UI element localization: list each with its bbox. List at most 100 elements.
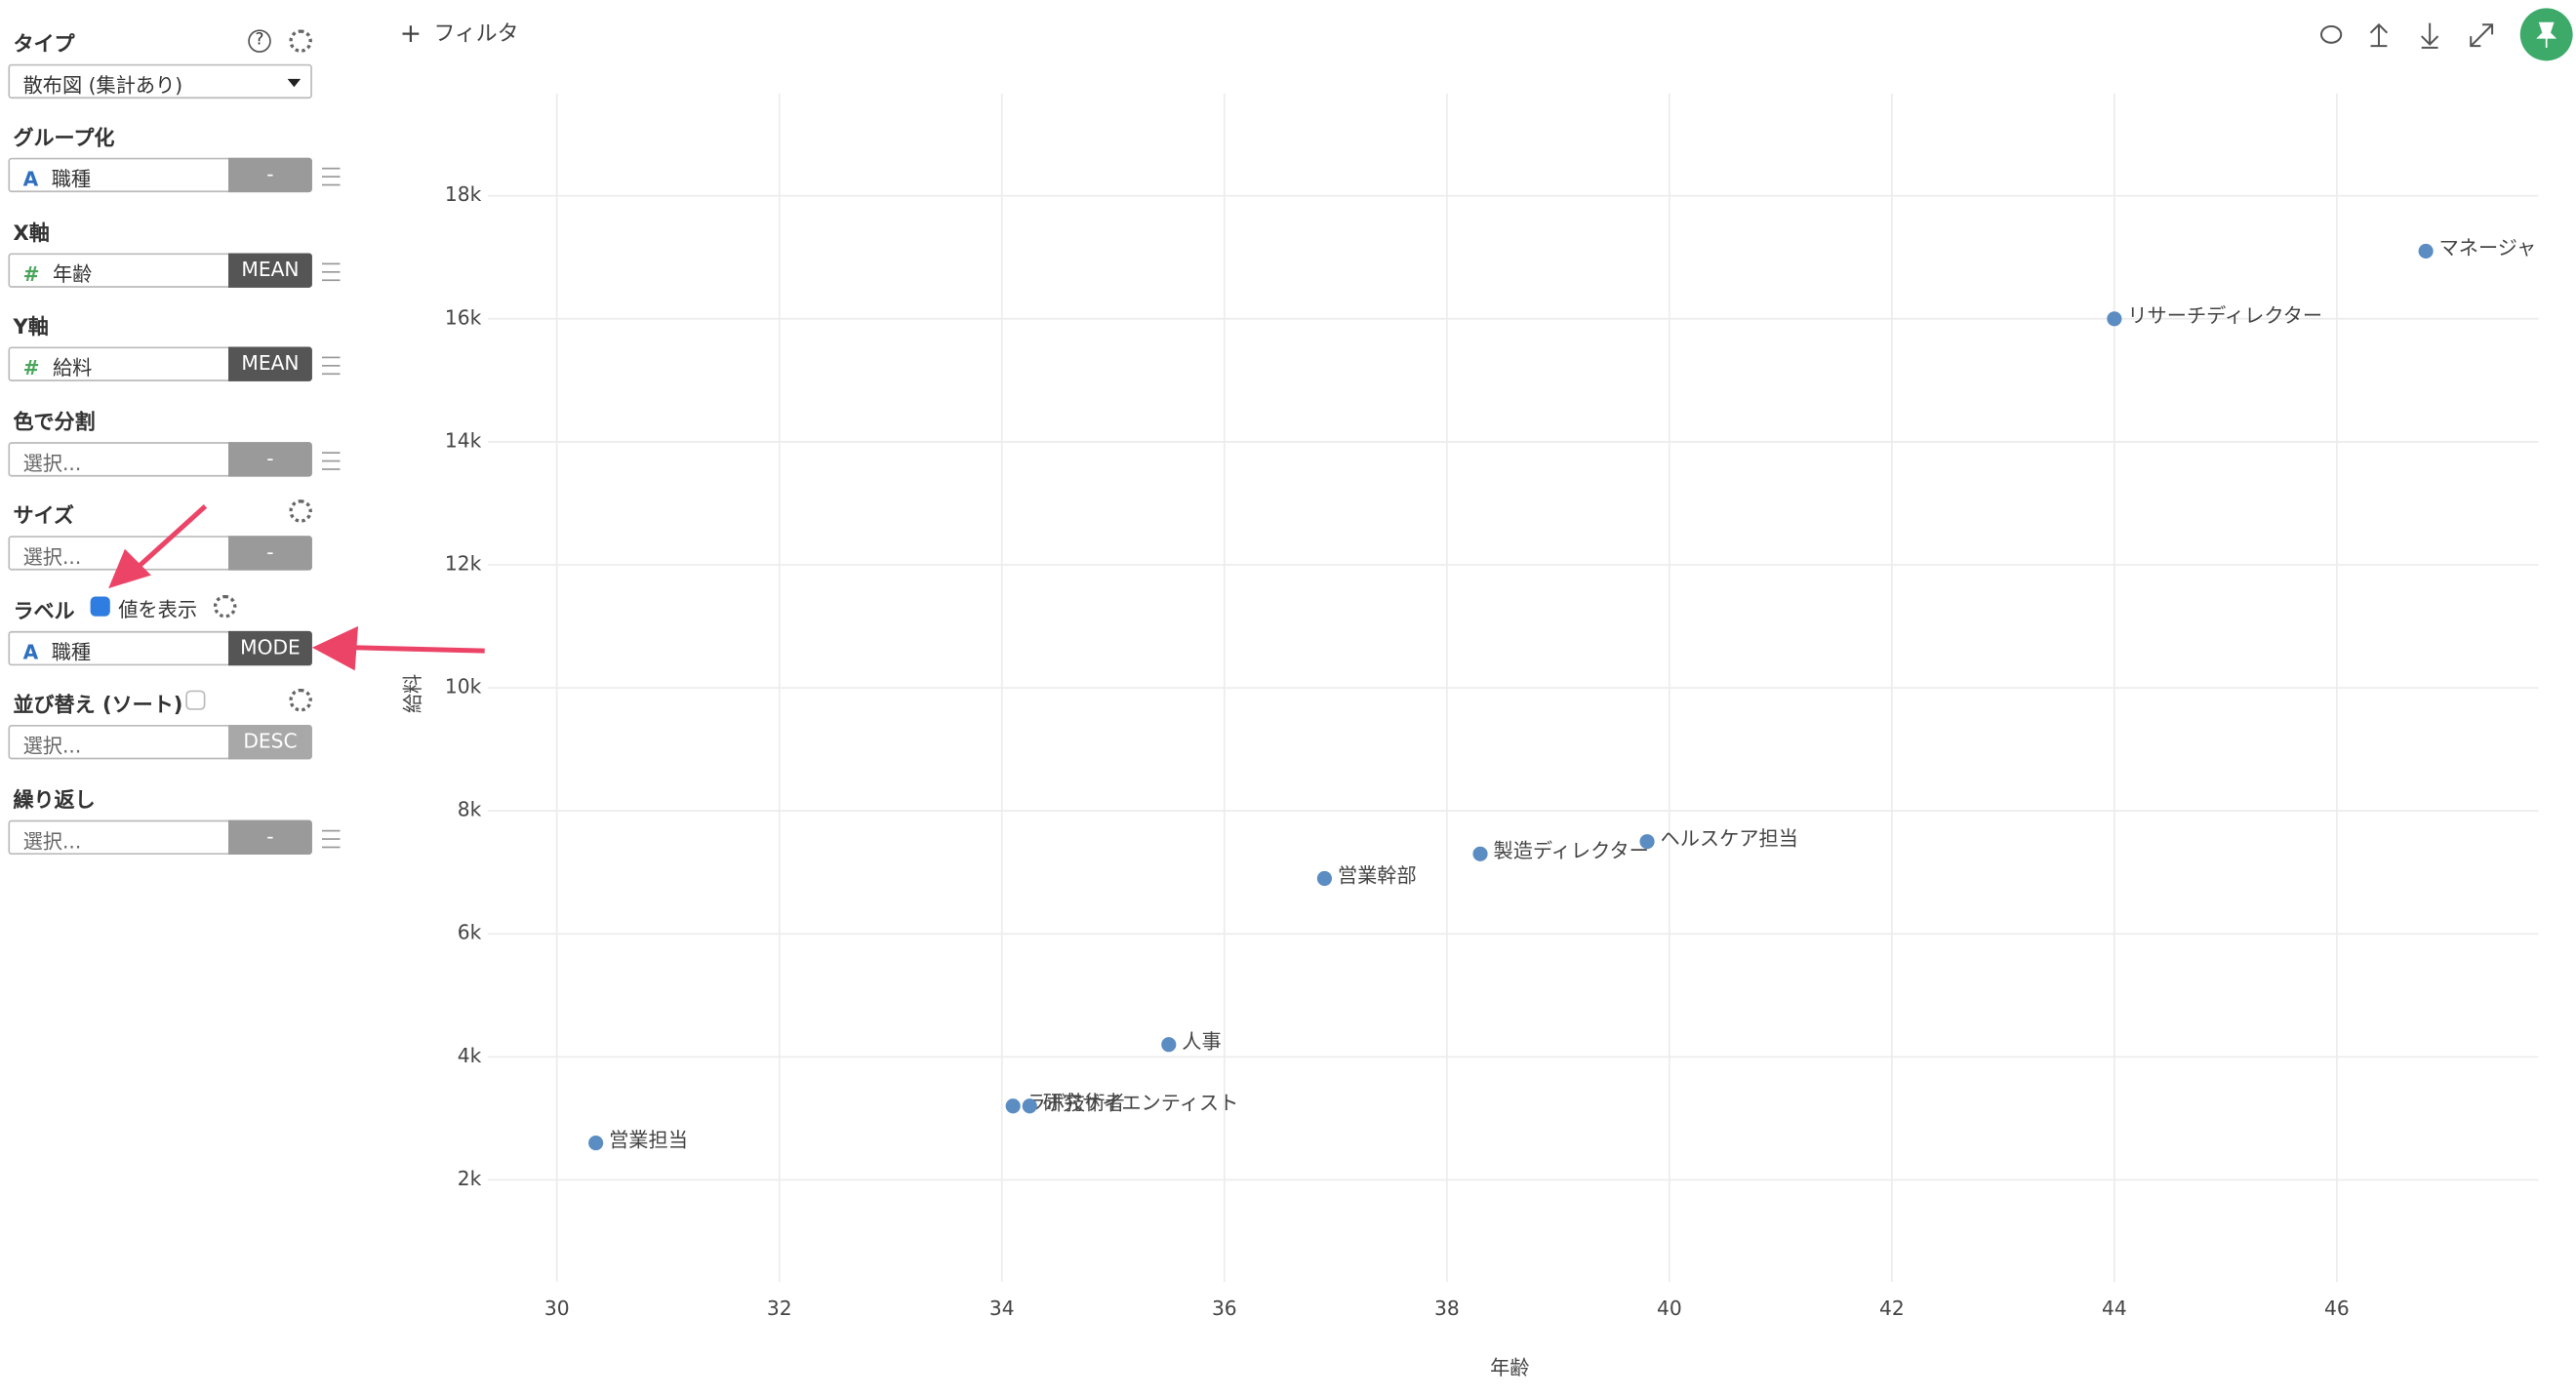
x-tick-label: 40 [1657,1297,1682,1320]
y-tick-label: 6k [458,921,482,944]
aggregation[interactable]: - [228,157,312,193]
menu-icon[interactable] [321,167,341,186]
field-select[interactable]: # 給料 MEAN [8,346,312,381]
menu-icon[interactable] [321,451,341,469]
field-select[interactable]: 選択... - [8,818,312,855]
point [1639,834,1655,850]
aggregation[interactable]: MEAN [228,252,312,287]
type-select[interactable]: 散布図 (集計あり) [8,63,312,100]
aggregation[interactable]: MEAN [228,346,312,381]
field-type-icon: # [22,356,40,380]
checkbox[interactable] [185,690,206,710]
section-label: Y軸 [13,313,49,339]
point [1022,1098,1037,1114]
point-label: リサーチディレクター [2127,304,2322,328]
menu-icon[interactable] [321,356,341,376]
dropdown-arrow [287,78,302,94]
point-label: 営業幹部 [1338,863,1417,887]
field-value: 選択... [23,448,82,476]
point-label: 製造ディレクター [1493,839,1648,862]
aggregation[interactable]: MODE [228,630,312,665]
y-tick-label: 4k [458,1044,482,1067]
expand-icon[interactable] [2470,23,2494,48]
point-label: 営業担当 [609,1128,688,1151]
upload-icon[interactable] [2369,22,2389,48]
point [1316,870,1332,887]
field-type-icon: A [22,640,39,663]
section-label: 並び替え (ソート) [13,692,183,717]
aggregation[interactable]: DESC [228,724,312,760]
settings-icon[interactable] [289,499,312,523]
add-icon[interactable]: + [400,19,423,49]
field-name: 年齢 [52,261,93,286]
point [2418,243,2434,259]
aggregation[interactable]: - [228,441,312,476]
checkbox[interactable] [90,595,110,616]
settings-icon[interactable] [289,688,312,712]
x-axis-title: 年齢 [1490,1356,1529,1379]
point [588,1136,604,1151]
type-label: タイプ [13,31,75,57]
field-select[interactable]: A 職種 - [8,157,312,193]
point-label: ヘルスケア担当 [1661,826,1798,850]
field-name: 選択... [22,735,82,758]
x-tick-label: 30 [544,1297,570,1320]
field-select[interactable]: # 年齢 MEAN [8,252,312,287]
field-select[interactable]: A 職種 MODE [8,630,312,665]
field-select[interactable]: 選択... - [8,441,312,476]
y-tick-label: 10k [445,675,482,698]
settings-icon[interactable] [289,29,312,53]
field-select[interactable]: 選択... DESC [8,724,312,760]
point-label: 人事 [1182,1030,1221,1054]
field-value: A 職種 [23,637,92,665]
section-label: グループ化 [13,125,115,150]
menu-icon[interactable] [321,261,341,281]
download-icon[interactable] [2421,22,2439,49]
field-value: # 年齢 [23,259,93,287]
y-tick-label: 2k [458,1167,482,1190]
section-label: ラベル [13,597,75,622]
x-tick-label: 38 [1434,1297,1460,1320]
x-tick-label: 42 [1879,1297,1905,1320]
field-name: 職種 [51,167,92,191]
aggregation[interactable]: - [228,536,312,571]
x-tick-label: 46 [2324,1297,2350,1320]
pin-icon [2536,21,2557,48]
point-label: 研究サイエンティスト [1043,1092,1239,1115]
top-icons [2320,22,2494,49]
filter-button[interactable]: フィルタ [433,21,518,46]
type-value: 散布図 (集計あり) [22,73,183,98]
help-icon[interactable]: ? [248,29,271,53]
settings-icon[interactable] [213,594,237,618]
y-tick-label: 8k [458,798,482,821]
checkbox-label: 値を表示 [118,597,198,620]
section-label: X軸 [13,219,50,245]
field-value: A 職種 [23,164,92,192]
x-tick-label: 36 [1212,1297,1237,1320]
field-name: 職種 [51,640,92,663]
point-label: ラボ技術者 [1026,1092,1125,1115]
field-select[interactable]: 選択... - [8,536,312,571]
y-tick-label: 16k [445,305,482,329]
x-tick-label: 44 [2102,1297,2127,1320]
field-type-icon: # [22,261,40,286]
field-name: 選択... [22,545,82,569]
point [2107,311,2122,327]
field-type-icon: A [22,167,39,191]
field-value: # 給料 [23,353,93,381]
x-tick-label: 34 [989,1297,1015,1320]
y-tick-label: 12k [445,551,482,575]
menu-icon[interactable] [321,828,341,848]
field-name: 給料 [52,356,93,380]
point-label: マネージャ [2439,236,2537,259]
field-value: 選択... [23,826,82,855]
point [1161,1037,1177,1053]
section-label: 色で分割 [13,408,96,433]
aggregation[interactable]: - [228,818,312,855]
comment-icon[interactable] [2320,24,2343,44]
field-value: 選択... [23,542,82,571]
y-tick-label: 18k [445,182,482,206]
